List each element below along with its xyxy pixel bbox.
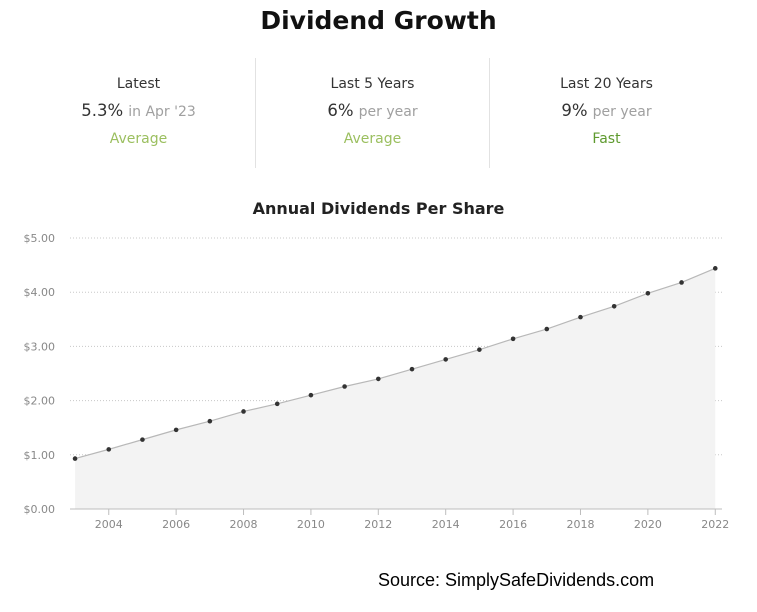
stat-value-row: 9% per year [490,100,723,123]
stat-value: 6% [327,101,354,120]
y-tick-label: $4.00 [24,286,56,299]
x-tick-label: 2016 [499,518,527,531]
stats-row: Latest 5.3% in Apr '23 Average Last 5 Ye… [22,58,723,168]
data-point [409,366,415,372]
stat-suffix: in Apr '23 [128,104,196,120]
stat-rating: Average [343,131,402,147]
chart-title: Annual Dividends Per Share [252,199,505,218]
y-tick-label: $2.00 [24,395,56,408]
data-point [510,336,516,342]
stat-value-row: 5.3% in Apr '23 [22,100,255,123]
stat-label: Last 20 Years [560,76,653,92]
page-title: Dividend Growth [260,6,497,35]
stat-rating: Fast [592,131,621,147]
source-credit: Source: SimplySafeDividends.com [378,570,655,590]
x-tick-label: 2018 [566,518,594,531]
data-point [241,409,246,414]
data-point [443,357,449,362]
y-tick-label: $5.00 [24,232,56,245]
data-point [106,447,112,452]
data-point [578,314,583,320]
x-tick-label: 2006 [162,518,190,531]
x-tick-label: 2014 [432,518,460,531]
data-point [274,401,280,407]
data-point [544,326,550,332]
data-point [477,347,482,352]
stat-last-20-years: Last 20 Years 9% per year Fast [489,58,723,168]
x-tick-label: 2008 [230,518,258,531]
stat-label: Last 5 Years [330,76,415,92]
dividends-chart: $0.00 $1.00 $2.00 $3.00 $4.00 $5.00 2004 2006 20… [24,232,730,531]
y-tick-label: $0.00 [24,503,56,516]
x-tick-label: 2022 [701,518,729,531]
x-tick-label: 2004 [95,518,123,531]
stat-value: 5.3% [81,101,124,120]
data-point [645,290,651,296]
data-point [679,280,684,285]
stat-suffix: per year [358,104,418,120]
data-point [72,456,78,461]
stat-last-5-years: Last 5 Years 6% per year Average [255,58,489,168]
data-point [140,437,145,442]
stat-suffix: per year [592,104,652,120]
data-point [712,266,718,271]
data-point [308,392,314,398]
data-point [376,376,381,382]
x-tick-label: 2012 [364,518,392,531]
stat-value-row: 6% per year [256,100,489,123]
x-tick-label: 2010 [297,518,325,531]
data-point [342,384,347,389]
data-point [173,427,179,433]
series-line [74,267,716,460]
stat-value: 9% [561,101,588,120]
y-tick-label: $1.00 [24,449,56,462]
data-point [207,418,213,424]
x-tick-label: 2020 [634,518,662,531]
data-point [611,303,617,309]
stat-label: Latest [116,76,161,92]
stat-latest: Latest 5.3% in Apr '23 Average [22,58,255,168]
stat-rating: Average [109,131,168,147]
y-tick-label: $3.00 [24,340,56,353]
area-fill [75,268,716,509]
